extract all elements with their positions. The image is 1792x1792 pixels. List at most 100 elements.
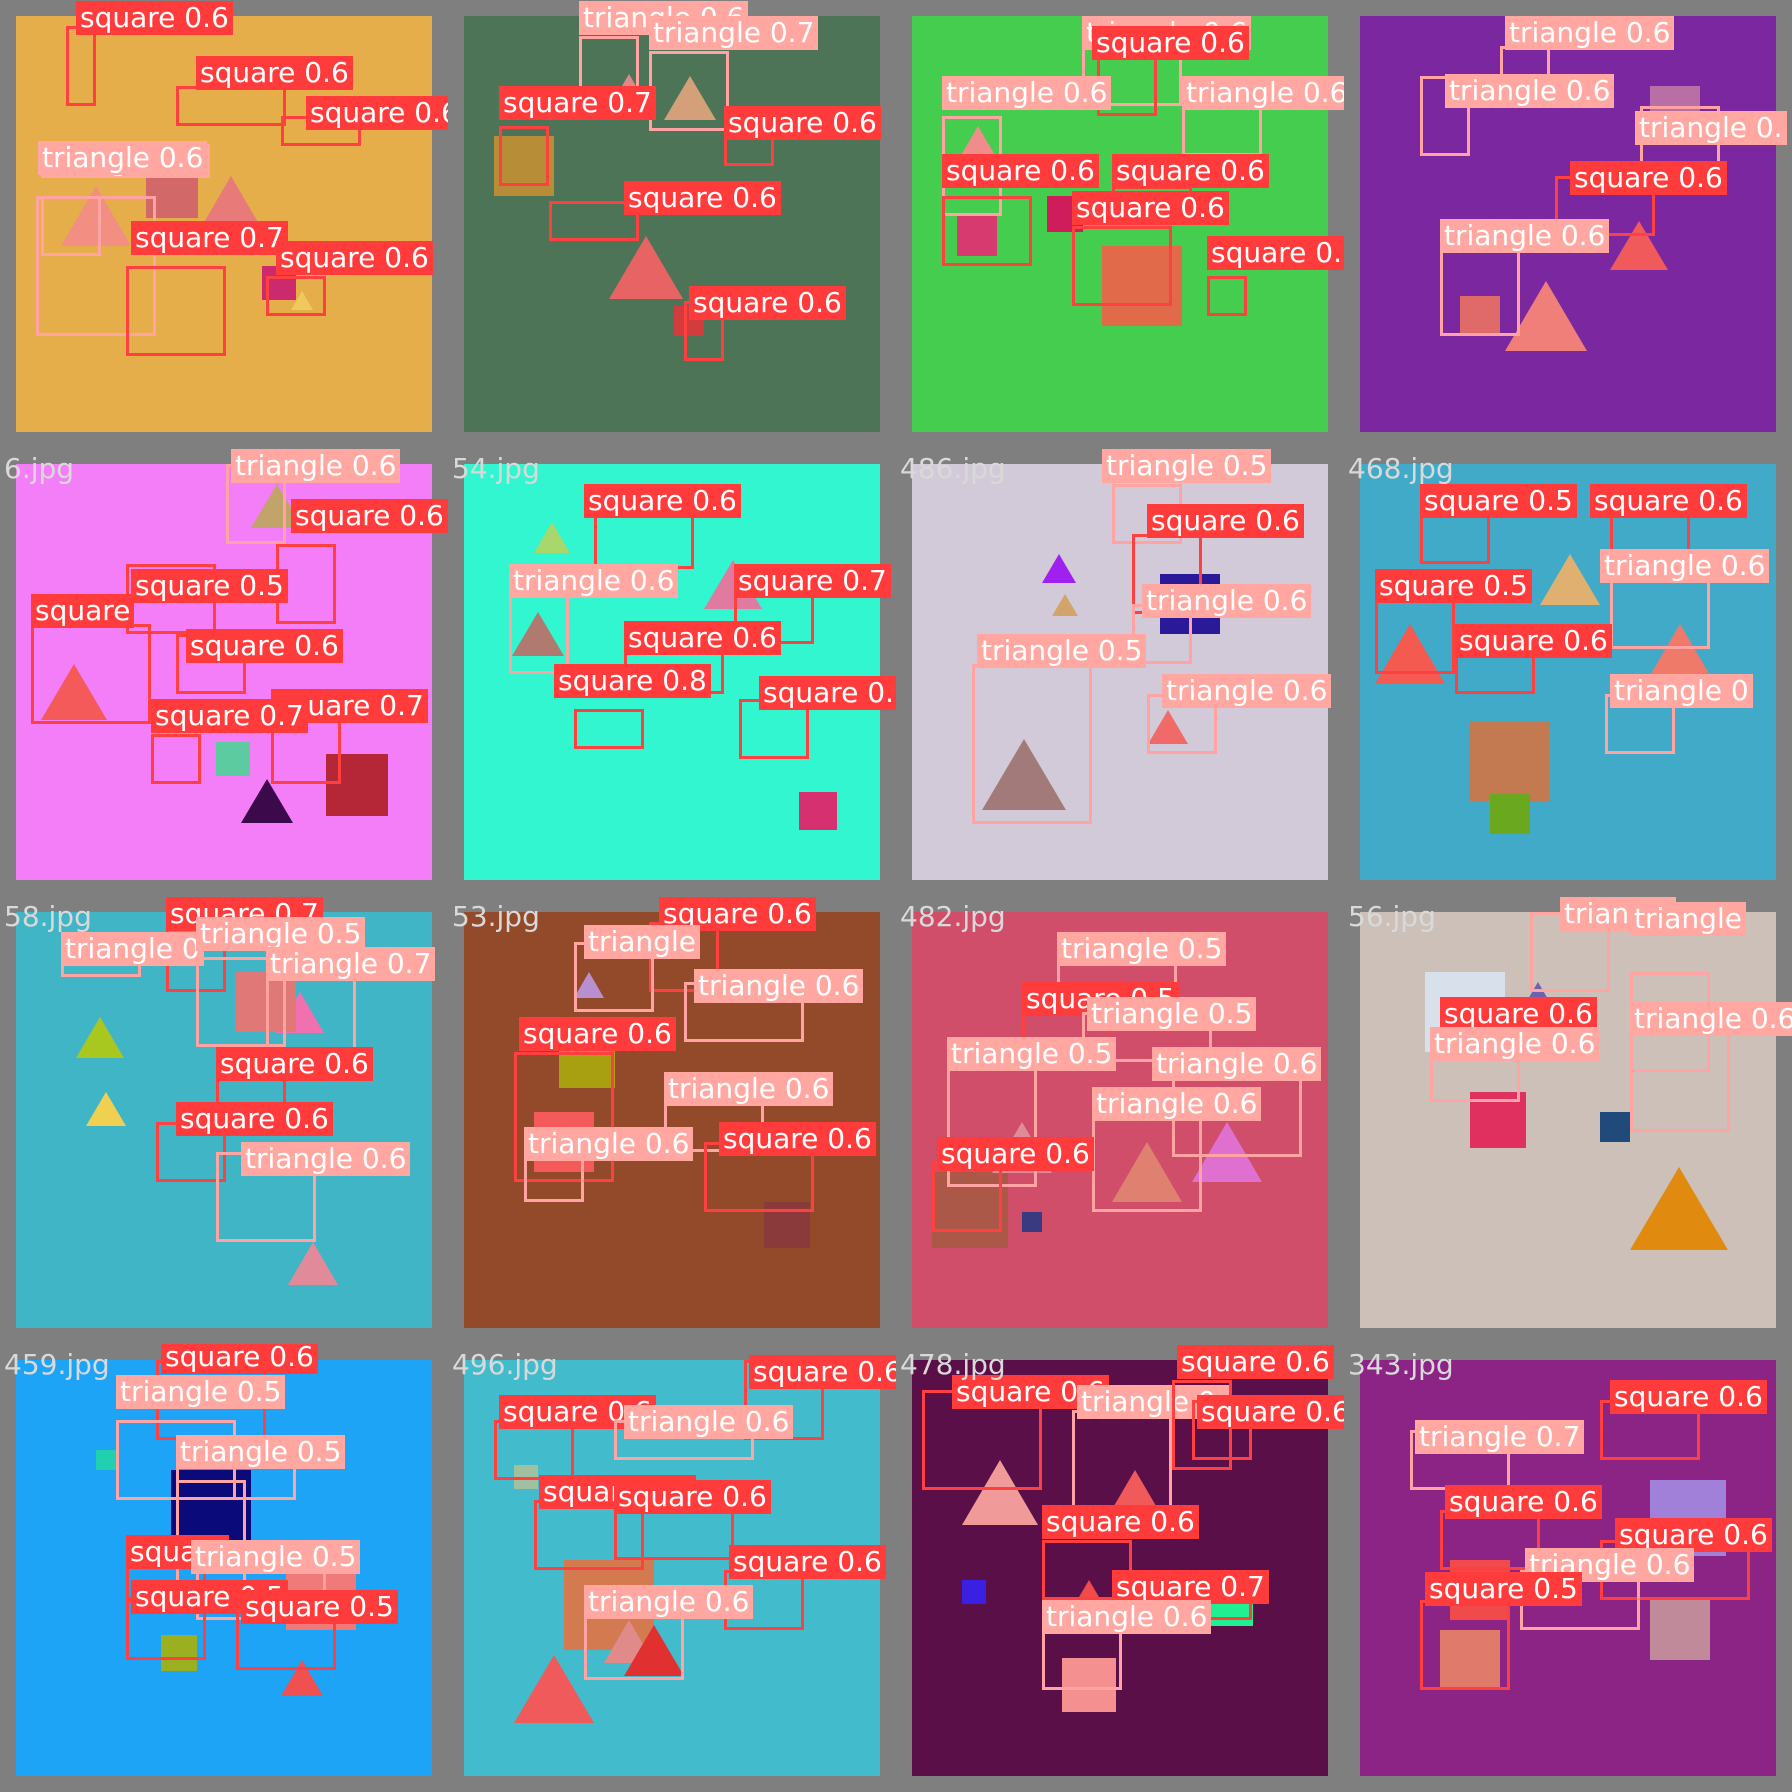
tile-filename: 486.jpg [900,452,1006,485]
detection-box [176,86,286,126]
detection-box [1420,1600,1510,1690]
detection-box [514,1052,614,1182]
detection-label: square 0.6 [759,676,896,710]
image-tile: triangle 0.5 square 0.6 triangle 0.6 triang… [896,448,1344,896]
tile-filename: 6.jpg [4,452,75,485]
detection-box [1072,226,1172,306]
tile-filename: 478.jpg [900,1348,1006,1381]
detection-label: square 0.6 [1440,997,1597,1031]
detection-label: triangle 0.6 [509,564,679,598]
detection-label: triangle 0.6 [1445,74,1615,108]
detection-label: triangle 0.6 [1600,549,1770,583]
image-tile: square 0.6 triangle 0.7 square 0.6 square 0… [1344,1344,1792,1792]
detection-label: square 0.6 [1610,1380,1767,1414]
detection-label: square 0.7 [1112,1570,1269,1604]
detection-box [1072,1410,1172,1510]
detection-label: square 0.6 [76,1,233,35]
detection-box [196,957,286,1047]
detection-label: square 0.6 [196,56,353,90]
tile-filename: 459.jpg [4,1348,110,1381]
detection-box [1630,1022,1730,1132]
detection-label: square 0.6 [937,1137,1094,1171]
square-shape [957,216,997,256]
tile-filename: 468.jpg [1348,452,1454,485]
image-tile: square 0.6 triangle triangle 0.6 square 0.6… [448,896,896,1344]
square-shape [1490,794,1530,834]
detection-box [549,201,639,241]
detection-label: triangle 0.7 [266,947,436,981]
triangle-shape [1192,1122,1262,1182]
detection-label: triangle 0.6 [1440,219,1610,253]
tile-filename: 54.jpg [452,452,540,485]
detection-label: triangle 0.6 [1162,674,1332,708]
detection-label: square 0.6 [942,154,1099,188]
detection-box [584,1610,684,1680]
detection-label: square 0.6 [176,1102,333,1136]
detection-box [932,1162,1002,1232]
triangle-shape [1042,554,1076,583]
detection-box [151,734,201,784]
image-tile: square 0.6 square 0.7 triangle 0.6 square 0… [448,448,896,896]
square-shape [1600,1112,1630,1142]
detection-label: square 0.6 [1570,161,1727,195]
detection-label: triangle 0.5 [977,634,1147,668]
image-tile: triangle square 0.6 triangle 0.6 triangle tr… [1344,896,1792,1344]
detection-label: triangle 0.5 [947,1037,1117,1071]
triangle-shape [241,779,293,823]
detection-label: square 0.6 [1197,1395,1344,1429]
detection-label: triangle 0.6 [664,1072,834,1106]
square-shape [1470,722,1550,802]
detection-label: square 0.6 [1112,154,1269,188]
detection-label: triangle 0.6 [942,76,1112,110]
detection-box [266,276,326,316]
square-shape [1440,1630,1500,1690]
detection-box [594,509,694,569]
detection-label: square 0.5 [1375,569,1532,603]
detection-label: square 0.6 [614,1480,771,1514]
detection-label: square 0.6 [1147,504,1304,538]
image-tile: square 0.7 triangle 0 triangle 0.5 triangle… [0,896,448,1344]
triangle-shape [534,522,570,553]
square-shape [216,742,250,776]
detection-label: square 0.6 [1207,236,1344,270]
detection-label: square 0.6 [719,1122,876,1156]
detection-label: triangle 0.6 [1142,584,1312,618]
detection-label: square 0.6 [1615,1518,1772,1552]
detection-label: triangle 0 [61,932,204,966]
image-tile: triangle 0.6 square 0.6 square 0.5 square sq… [0,448,448,896]
detection-label: triangle 0.6 [1152,1047,1322,1081]
triangle-shape [1052,594,1078,616]
detection-label: square 0.6 [186,629,343,663]
detection-label: square 0.7 [499,86,656,120]
detection-box [942,196,1032,266]
detection-label: square 0.5 [1425,1572,1582,1606]
detection-label: triangle 0.6 [524,1127,694,1161]
detection-label: triangle 0.5 [196,917,366,951]
triangle-shape [86,1092,126,1126]
detection-label: triangle 0.5 [191,1540,361,1574]
detection-label: triangle 0.7 [649,16,819,50]
square-shape [1062,1658,1116,1712]
detection-label: triangle 0.6 [694,969,864,1003]
triangle-shape [281,1660,323,1696]
detection-label: triangle 0.6 [1430,1027,1600,1061]
tile-filename: 58.jpg [4,900,92,933]
tile-filename: 53.jpg [452,900,540,933]
detection-label: square 0.6 [216,1047,373,1081]
square-shape [1022,1212,1042,1232]
detection-label: triangle 0 [1610,674,1753,708]
square-shape [494,136,554,196]
detection-label: square 0.6 [1445,1485,1602,1519]
triangle-shape [1375,624,1445,684]
detection-label: triangle 0.5 [116,1375,286,1409]
detection-label: triangle 0.6 [1182,76,1344,110]
detection-box [31,624,151,724]
detection-label: triangle 0.6 [1092,1087,1262,1121]
detection-label: square 0.7 [734,564,891,598]
triangle-shape [609,236,683,299]
detection-label: square 0.6 [519,1017,676,1051]
